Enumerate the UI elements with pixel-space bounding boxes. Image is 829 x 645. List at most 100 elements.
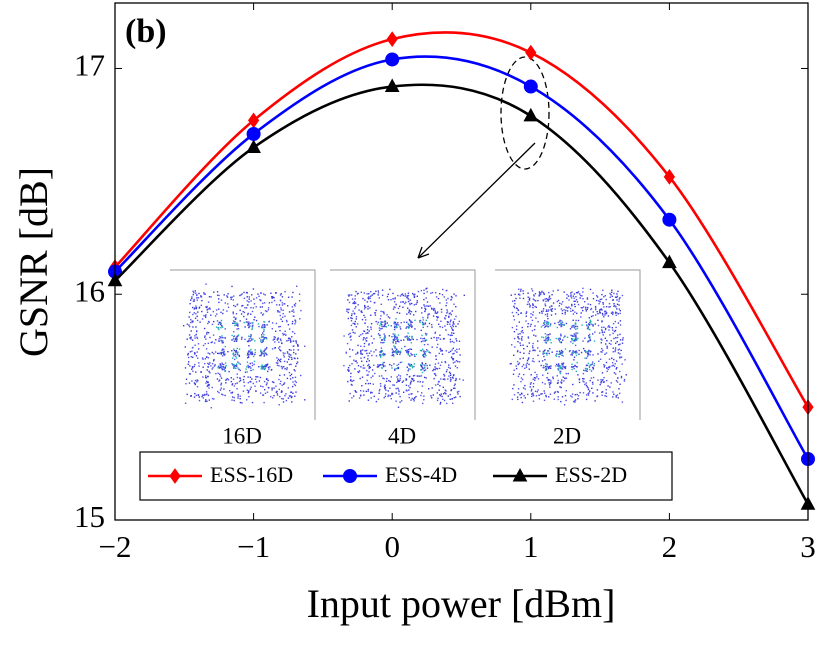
inset-dot [599,358,602,360]
inset-dot [559,341,561,343]
inset-dot [224,302,226,304]
inset-dot [566,307,569,309]
inset-dot [532,306,534,309]
inset-dot [224,336,226,339]
inset-dot [513,354,515,356]
inset-dot [530,316,532,318]
inset-dot [406,350,408,352]
inset-dot [371,342,373,344]
inset-dot [517,375,520,378]
inset-dot [235,357,238,359]
inset-dot [396,338,398,340]
inset-dot [520,288,522,291]
inset-dot [203,293,205,295]
inset-dot [530,390,533,392]
inset-dot [612,329,614,331]
inset-dot [459,354,461,356]
inset-dot [557,364,560,366]
inset-dot [399,375,402,377]
inset-dot [533,328,536,331]
inset-dot [196,299,198,301]
inset-dot [378,390,381,392]
inset-dot [541,312,543,314]
inset-dot [283,303,285,305]
inset-dot [260,385,262,387]
inset-dot [222,353,225,355]
inset-dot [565,390,567,392]
inset-dot [250,334,252,336]
inset-dot [212,334,215,336]
inset-dot [290,356,293,359]
inset-dot [587,364,589,367]
inset-dot [398,393,400,395]
inset-dot [383,378,385,380]
inset-dot [395,367,398,370]
inset-dot [236,382,238,384]
inset-dot [584,349,586,352]
inset-dot [571,366,574,368]
inset-dot [535,395,538,397]
inset-dot [228,370,230,373]
inset-dot [441,395,443,398]
inset-dot [382,354,385,357]
inset-dot [239,309,241,312]
inset-dot [412,398,415,401]
inset-dot [452,362,455,364]
inset-dot [547,323,550,325]
inset-dot [587,362,590,365]
inset-dot [429,305,431,307]
inset-dot [542,364,545,367]
inset-dot [585,384,588,387]
inset-dot [248,321,250,323]
inset-dot [249,352,252,355]
inset-dot [184,402,187,404]
inset-dot [389,363,391,366]
inset-dot [232,299,234,301]
inset-dot [255,319,258,322]
inset-dot [264,366,266,368]
inset-dot [436,399,439,402]
inset-dot [264,368,266,371]
marker [663,168,676,185]
inset-dot [423,289,425,291]
inset-dot [537,354,539,357]
inset-dot [233,295,235,297]
inset-dot [397,351,399,353]
inset-dot [395,342,397,345]
inset-dot [263,321,265,323]
inset-dot [610,312,613,314]
inset-dot [381,350,383,352]
inset-dot [582,287,584,290]
inset-dot [393,345,395,347]
inset-dot [445,299,447,301]
inset-dot [184,367,187,369]
inset-dot [596,295,598,297]
inset-dot [547,325,550,328]
inset-dot [251,328,253,331]
inset-dot [613,305,615,307]
inset-dot [371,294,373,296]
inset-dot [524,397,526,399]
inset-dot [354,332,356,334]
inset-dot [239,379,242,382]
inset-dot [268,302,271,304]
inset-dot [597,353,599,355]
inset-dot [295,353,297,355]
inset-dot [288,355,290,357]
inset-dot [207,357,210,359]
inset-dot [455,325,457,328]
inset-dot [242,310,244,313]
inset-dot [600,382,602,384]
inset-dot [392,342,394,344]
inset-dot [435,358,437,360]
inset-dot [279,383,281,385]
inset-dot [442,386,444,388]
inset-dot [589,303,592,306]
inset-dot [371,391,373,394]
inset-dot [557,398,559,401]
inset-dot [603,366,605,368]
inset-dot [562,351,564,353]
inset-dot [432,394,434,396]
inset-dot [516,325,518,327]
inset-dot [287,324,290,326]
